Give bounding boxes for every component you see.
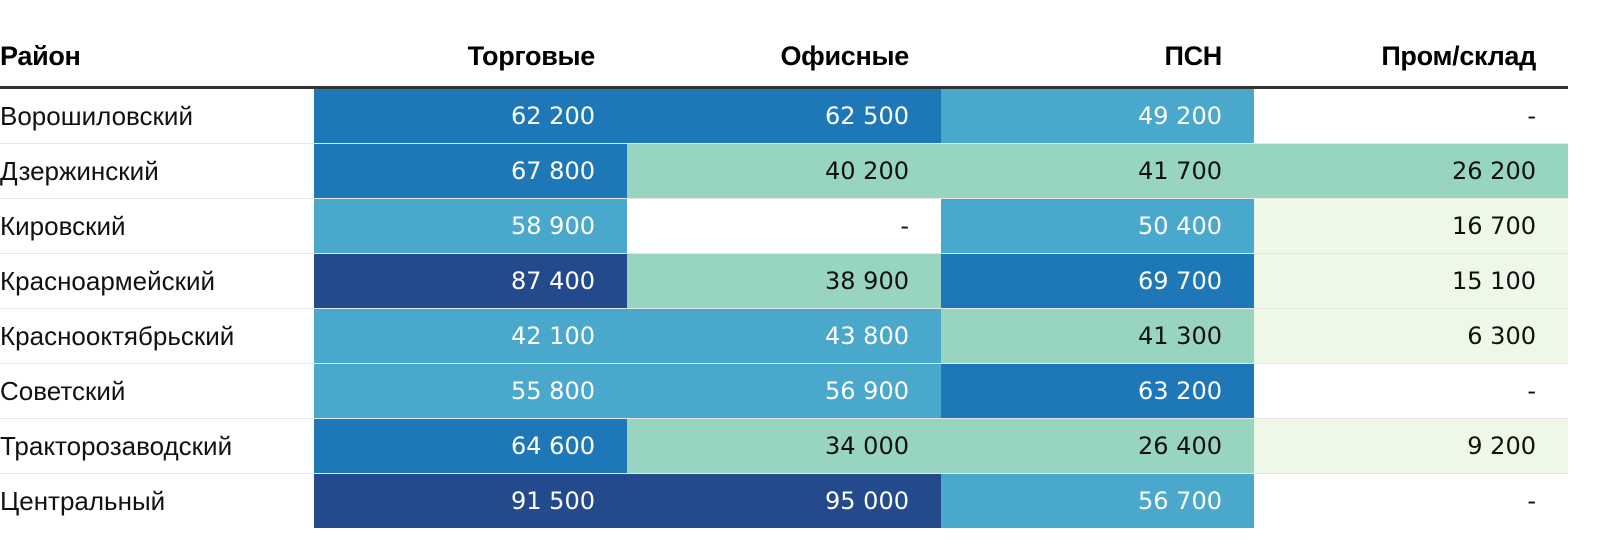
- value-cell-psn: 41 700: [941, 143, 1254, 199]
- district-name-cell: Краснооктябрьский: [0, 308, 314, 364]
- value-cell-office: -: [627, 198, 941, 254]
- value-cell-retail: 91 500: [314, 473, 627, 528]
- value-cell-retail: 58 900: [314, 198, 627, 254]
- table-row: Дзержинский 67 800 40 200 41 700 26 200: [0, 143, 1568, 199]
- district-name-cell: Ворошиловский: [0, 87, 314, 144]
- value-cell-industrial: 15 100: [1254, 253, 1568, 309]
- value-cell-psn: 69 700: [941, 253, 1254, 309]
- table-row: Красноармейский 87 400 38 900 69 700 15 100: [0, 253, 1568, 309]
- value-cell-retail: 42 100: [314, 308, 627, 364]
- value-cell-office: 62 500: [627, 87, 941, 144]
- value-cell-psn: 41 300: [941, 308, 1254, 364]
- value-cell-industrial: 26 200: [1254, 143, 1568, 199]
- table-row: Центральный 91 500 95 000 56 700-: [0, 473, 1568, 528]
- value-cell-psn: 49 200: [941, 87, 1254, 144]
- district-name-cell: Тракторозаводский: [0, 418, 314, 474]
- heatmap-table: Район Торговые Офисные ПСН Пром/склад Во…: [0, 26, 1568, 528]
- value-cell-industrial: 9 200: [1254, 418, 1568, 474]
- column-header-district: Район: [0, 26, 314, 89]
- table-row: Тракторозаводский 64 600 34 000 26 400 9 200: [0, 418, 1568, 474]
- value-cell-psn: 56 700: [941, 473, 1254, 528]
- value-cell-office: 38 900: [627, 253, 941, 309]
- value-cell-retail: 55 800: [314, 363, 627, 419]
- district-name-cell: Центральный: [0, 485, 166, 516]
- column-header-office: Офисные: [627, 26, 941, 89]
- value-cell-psn: 50 400: [941, 198, 1254, 254]
- value-cell-industrial: 16 700: [1254, 198, 1568, 254]
- value-cell-psn: 26 400: [941, 418, 1254, 474]
- value-cell-retail: 87 400: [314, 253, 627, 309]
- value-cell-office: 95 000: [627, 473, 941, 528]
- column-header-retail: Торговые: [314, 26, 627, 89]
- value-cell-industrial: -: [1254, 363, 1568, 419]
- table-row: Краснооктябрьский 42 100 43 800 41 300 6 300: [0, 308, 1568, 364]
- district-name-cell: Красноармейский: [0, 253, 314, 309]
- value-cell-office: 43 800: [627, 308, 941, 364]
- value-cell-psn: 63 200: [941, 363, 1254, 419]
- district-name-cell: Кировский: [0, 198, 314, 254]
- district-name-cell: Советский: [0, 363, 314, 419]
- value-cell-office: 34 000: [627, 418, 941, 474]
- table-row: Кировский 58 900-50 400 16 700: [0, 198, 1568, 254]
- table-row: Ворошиловский 62 200 62 500 49 200-: [0, 87, 1568, 144]
- table-body: Ворошиловский 62 200 62 500 49 200- Дзержинс…: [0, 87, 1568, 528]
- value-cell-office: 56 900: [627, 363, 941, 419]
- value-cell-retail: 62 200: [314, 87, 627, 144]
- table-row: Советский 55 800 56 900 63 200-: [0, 363, 1568, 419]
- value-cell-industrial: 6 300: [1254, 308, 1568, 364]
- value-cell-industrial: -: [1254, 473, 1568, 528]
- header-row: Район Торговые Офисные ПСН Пром/склад: [0, 26, 1568, 89]
- value-cell-industrial: -: [1254, 87, 1568, 144]
- district-name-cell: Дзержинский: [0, 143, 314, 199]
- column-header-industrial: Пром/склад: [1254, 26, 1568, 89]
- value-cell-retail: 67 800: [314, 143, 627, 199]
- value-cell-retail: 64 600: [314, 418, 627, 474]
- value-cell-office: 40 200: [627, 143, 941, 199]
- column-header-psn: ПСН: [941, 26, 1254, 89]
